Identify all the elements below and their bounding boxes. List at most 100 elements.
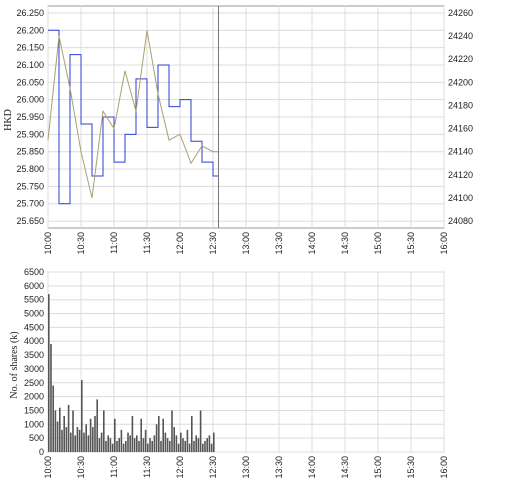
volume-bar [122, 443, 125, 452]
volume-bar [107, 435, 109, 452]
volume-bar [48, 294, 50, 452]
volume-y-tick-label: 0 [39, 447, 44, 457]
volume-x-tick-label: 14:30 [340, 456, 350, 479]
volume-bar [208, 435, 211, 452]
volume-y-tick-label: 2000 [24, 392, 44, 402]
volume-bar [78, 429, 81, 452]
index-y-tick-label: 24180 [448, 100, 473, 110]
index-y-tick-label: 24260 [448, 8, 473, 18]
index-y-tick-label: 24140 [448, 147, 473, 157]
volume-bar [131, 416, 134, 452]
volume-bar [191, 416, 193, 452]
volume-bar [158, 416, 160, 452]
volume-x-tick-label: 11:30 [142, 456, 152, 478]
index-y-tick-label: 24220 [448, 54, 473, 64]
volume-bar [109, 438, 112, 452]
price-y-tick-label: 26.150 [16, 43, 44, 53]
volume-bar [89, 418, 92, 452]
volume-bar [127, 432, 129, 452]
price-x-tick-label: 14:30 [340, 232, 350, 255]
volume-x-tick-label: 15:00 [373, 456, 383, 479]
volume-bar [184, 440, 186, 452]
volume-bar [114, 418, 116, 452]
price-x-tick-label: 11:30 [142, 232, 152, 254]
volume-bar [164, 432, 167, 452]
volume-bar [50, 344, 52, 452]
volume-x-tick-label: 10:30 [76, 456, 86, 479]
volume-bar [85, 424, 87, 452]
volume-bar [61, 429, 63, 452]
volume-y-axis-label: No. of shares (k) [9, 331, 20, 398]
volume-bar [136, 435, 138, 452]
price-chart: 10:00 10:30 11:00 11:30 12:00 12:30 13:00 13:30… [16, 5, 473, 255]
volume-bar [177, 443, 180, 452]
index-y-tick-label: 24080 [448, 216, 473, 226]
volume-bar [204, 440, 206, 452]
price-x-tick-label: 10:00 [43, 232, 53, 255]
volume-bar [142, 438, 145, 452]
volume-bar [96, 399, 98, 452]
volume-y-tick-label: 5500 [24, 295, 44, 305]
volume-x-tick-label: 13:00 [241, 456, 251, 479]
volume-bar [125, 440, 127, 452]
volume-bar [65, 427, 68, 452]
volume-y-tick-label: 6000 [24, 281, 44, 291]
index-y-tick-label: 24200 [448, 77, 473, 87]
volume-bar [153, 435, 156, 452]
volume-bar [182, 438, 184, 452]
volume-bar [133, 438, 136, 452]
price-y-tick-label: 25.750 [16, 181, 44, 191]
price-x-tick-label: 16:00 [439, 232, 449, 255]
price-y-tick-label: 25.650 [16, 216, 44, 226]
volume-x-tick-label: 15:30 [406, 456, 416, 479]
volume-bar [173, 427, 175, 452]
volume-bar [166, 438, 169, 452]
volume-bar [193, 440, 195, 452]
volume-bar [188, 443, 191, 452]
volume-bar [92, 427, 94, 452]
volume-bar [147, 443, 149, 452]
volume-y-tick-label: 5000 [24, 309, 44, 319]
price-x-tick-label: 13:30 [274, 232, 284, 255]
volume-bar [116, 440, 118, 452]
price-y-tick-label: 26.250 [16, 8, 44, 18]
volume-bar [76, 427, 79, 452]
volume-x-tick-label: 12:00 [175, 456, 185, 479]
price-y-tick-label: 25.800 [16, 164, 44, 174]
price-x-tick-label: 12:00 [175, 232, 185, 255]
price-y-tick-label: 26.000 [16, 95, 44, 105]
volume-bar [83, 432, 85, 452]
volume-bar [59, 407, 61, 452]
volume-y-tick-label: 6500 [24, 267, 44, 277]
volume-y-tick-label: 4500 [24, 322, 44, 332]
index-y-tick-label: 24240 [448, 31, 473, 41]
volume-bar [140, 418, 142, 452]
volume-bar [155, 424, 158, 452]
price-x-tick-label: 10:30 [76, 232, 86, 255]
price-y-tick-label: 25.950 [16, 112, 44, 122]
volume-bar [118, 438, 120, 452]
volume-bar [210, 443, 213, 452]
volume-bar [70, 432, 72, 452]
index-series-line [47, 30, 219, 199]
volume-x-tick-label: 10:00 [43, 456, 53, 479]
volume-y-tick-label: 4000 [24, 336, 44, 346]
volume-x-tick-label: 12:30 [208, 456, 218, 479]
volume-bar [72, 410, 74, 452]
volume-bar [162, 418, 164, 452]
index-y-tick-label: 24120 [448, 170, 473, 180]
volume-bar [180, 432, 182, 452]
price-y-tick-label: 26.200 [16, 25, 44, 35]
volume-bar [87, 435, 90, 452]
price-series-line [48, 29, 219, 205]
volume-bar [81, 380, 83, 452]
price-y-tick-label: 25.700 [16, 199, 44, 209]
volume-bar [98, 438, 101, 452]
price-x-tick-label: 15:30 [406, 232, 416, 255]
volume-bar [206, 438, 208, 452]
volume-bar [74, 435, 76, 452]
volume-bar [100, 432, 103, 452]
volume-bar [160, 440, 162, 452]
volume-bar [52, 385, 54, 452]
volume-bar [202, 443, 204, 452]
